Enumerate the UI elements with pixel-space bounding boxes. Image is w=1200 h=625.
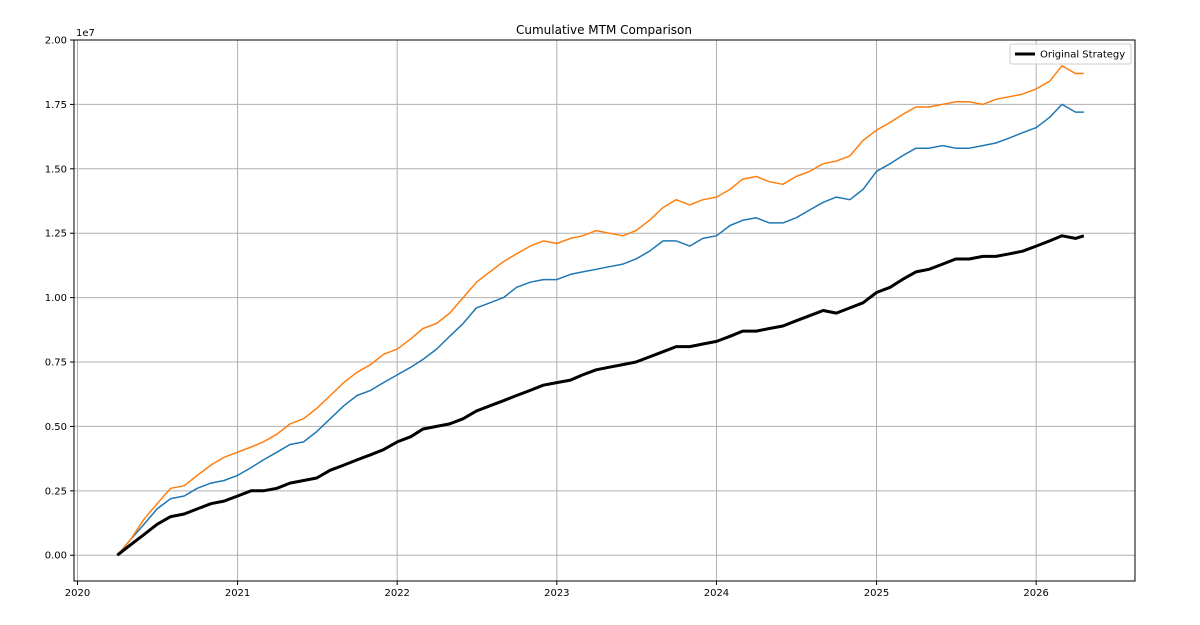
plot-frame xyxy=(73,39,1136,582)
y-tick-label: 1.25 xyxy=(45,229,67,240)
x-axis-ticks: 2020 2021 2022 2023 2024 2025 2026 xyxy=(65,581,1049,599)
series-line-original-strategy xyxy=(116,234,1085,557)
x-tick-label: 2021 xyxy=(225,588,250,599)
x-tick-label: 2024 xyxy=(704,588,729,599)
x-tick-label: 2022 xyxy=(384,588,409,599)
legend: Original Strategy xyxy=(1009,43,1132,65)
legend-label-original-strategy: Original Strategy xyxy=(1040,50,1125,61)
x-tick-label: 2026 xyxy=(1023,588,1048,599)
y-tick-label: 1.50 xyxy=(45,164,67,175)
y-tick-label: 0.25 xyxy=(45,486,67,497)
y-tick-label: 0.50 xyxy=(45,422,67,433)
y-tick-label: 0.75 xyxy=(45,358,67,369)
series-lines xyxy=(116,65,1085,557)
chart-title: Cumulative MTM Comparison xyxy=(516,23,692,37)
legend-box xyxy=(1009,43,1132,65)
x-tick-label: 2023 xyxy=(544,588,569,599)
series-line-blue xyxy=(116,103,1084,556)
x-tick-label: 2020 xyxy=(65,588,90,599)
y-offset-label: 1e7 xyxy=(76,28,95,39)
y-axis-ticks: 0.00 0.25 0.50 0.75 1.00 1.25 1.50 1.75 2.00 xyxy=(45,36,74,562)
y-tick-label: 1.00 xyxy=(45,293,67,304)
x-tick-label: 2025 xyxy=(864,588,889,599)
y-tick-label: 2.00 xyxy=(45,36,67,47)
y-tick-label: 1.75 xyxy=(45,100,67,111)
y-tick-label: 0.00 xyxy=(45,551,67,562)
series-line-orange xyxy=(116,65,1084,556)
